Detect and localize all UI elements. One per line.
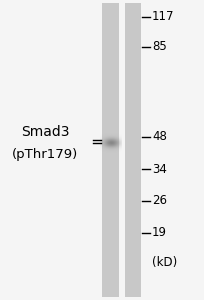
Text: 85: 85 bbox=[152, 40, 167, 53]
Text: 48: 48 bbox=[152, 130, 167, 143]
Text: 19: 19 bbox=[152, 226, 167, 239]
Text: 34: 34 bbox=[152, 163, 167, 176]
Text: (kD): (kD) bbox=[152, 256, 177, 269]
Bar bbox=[102, 3, 119, 297]
Text: 26: 26 bbox=[152, 194, 167, 208]
Text: Smad3: Smad3 bbox=[21, 125, 69, 139]
Text: (pThr179): (pThr179) bbox=[12, 148, 78, 161]
Bar bbox=[125, 3, 141, 297]
Text: 117: 117 bbox=[152, 10, 174, 23]
